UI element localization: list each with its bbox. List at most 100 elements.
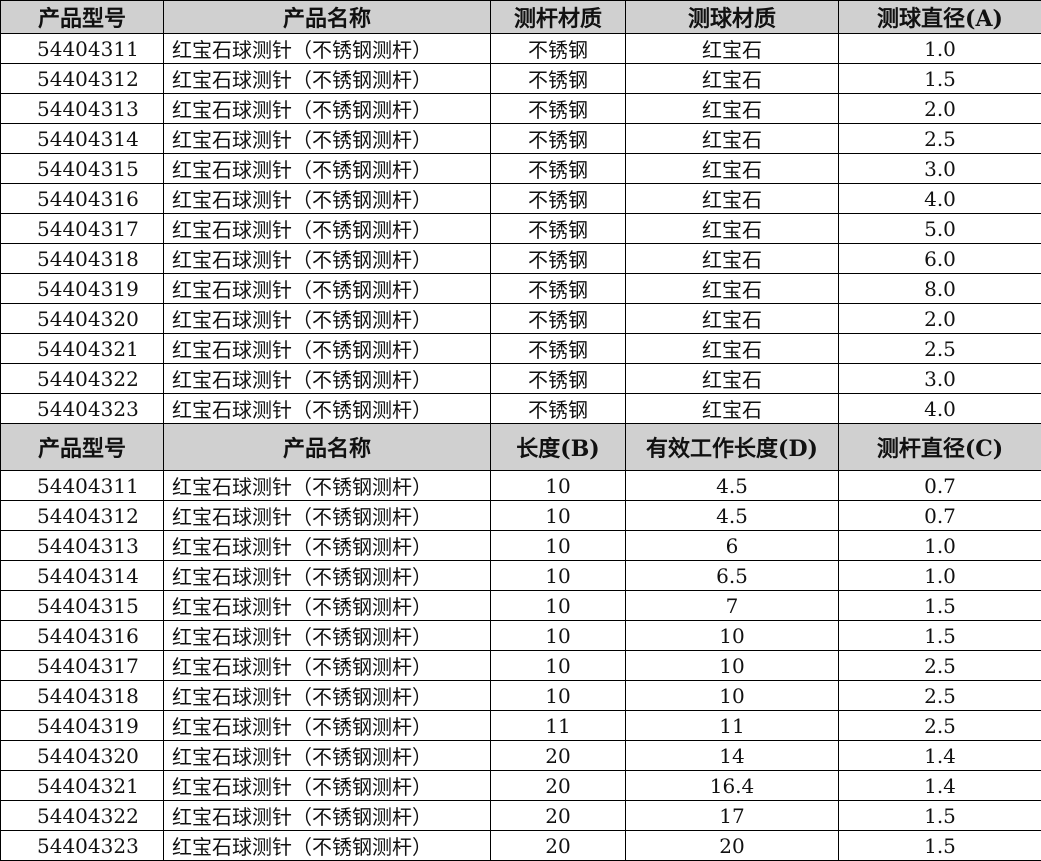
table-cell: 8.0: [839, 274, 1041, 304]
table-cell: 红宝石: [626, 64, 839, 94]
table-cell: 红宝石球测针（不锈钢测杆）: [164, 561, 491, 591]
table-cell: 11: [626, 711, 839, 741]
table-cell: 不锈钢: [491, 304, 626, 334]
table-cell: 不锈钢: [491, 244, 626, 274]
table-cell: 不锈钢: [491, 274, 626, 304]
table-cell: 红宝石: [626, 214, 839, 244]
table-cell: 6: [626, 531, 839, 561]
table-cell: 20: [491, 801, 626, 831]
table-cell: 红宝石: [626, 364, 839, 394]
table-cell: 54404319: [1, 711, 164, 741]
table-cell: 红宝石球测针（不锈钢测杆）: [164, 124, 491, 154]
column-header: 产品型号: [1, 1, 164, 34]
table-cell: 54404318: [1, 681, 164, 711]
table-cell: 20: [491, 741, 626, 771]
table-cell: 不锈钢: [491, 94, 626, 124]
column-header: 测杆材质: [491, 1, 626, 34]
table-cell: 0.7: [839, 501, 1041, 531]
table-cell: 红宝石球测针（不锈钢测杆）: [164, 34, 491, 64]
table-cell: 红宝石: [626, 124, 839, 154]
table-cell: 红宝石: [626, 394, 839, 424]
table-cell: 6.0: [839, 244, 1041, 274]
table-cell: 54404321: [1, 334, 164, 364]
column-header: 有效工作长度(D): [626, 424, 839, 471]
table-cell: 16.4: [626, 771, 839, 801]
table-cell: 不锈钢: [491, 154, 626, 184]
table-cell: 7: [626, 591, 839, 621]
table-cell: 54404322: [1, 801, 164, 831]
column-header: 测球材质: [626, 1, 839, 34]
table-cell: 6.5: [626, 561, 839, 591]
table-cell: 红宝石球测针（不锈钢测杆）: [164, 244, 491, 274]
table-cell: 4.0: [839, 184, 1041, 214]
table-cell: 4.5: [626, 471, 839, 501]
table-cell: 红宝石球测针（不锈钢测杆）: [164, 154, 491, 184]
table-cell: 红宝石球测针（不锈钢测杆）: [164, 94, 491, 124]
table-cell: 54404318: [1, 244, 164, 274]
table-cell: 2.5: [839, 124, 1041, 154]
table-cell: 54404319: [1, 274, 164, 304]
table-cell: 3.0: [839, 364, 1041, 394]
table-cell: 红宝石球测针（不锈钢测杆）: [164, 364, 491, 394]
table-cell: 红宝石: [626, 244, 839, 274]
column-header: 产品名称: [164, 424, 491, 471]
table-cell: 54404321: [1, 771, 164, 801]
column-header: 产品名称: [164, 1, 491, 34]
table-cell: 54404323: [1, 831, 164, 861]
table-cell: 4.0: [839, 394, 1041, 424]
table-cell: 4.5: [626, 501, 839, 531]
table-cell: 1.0: [839, 34, 1041, 64]
table-cell: 红宝石球测针（不锈钢测杆）: [164, 741, 491, 771]
table-cell: 1.5: [839, 831, 1041, 861]
table-cell: 10: [491, 561, 626, 591]
table-cell: 3.0: [839, 154, 1041, 184]
table-cell: 1.4: [839, 741, 1041, 771]
table-cell: 红宝石球测针（不锈钢测杆）: [164, 471, 491, 501]
table1-header-row: 产品型号产品名称测杆材质测球材质测球直径(A): [1, 1, 1041, 34]
table-cell: 20: [491, 771, 626, 801]
table-cell: 1.5: [839, 591, 1041, 621]
table-cell: 10: [626, 651, 839, 681]
column-header: 测球直径(A): [839, 1, 1041, 34]
table-cell: 红宝石球测针（不锈钢测杆）: [164, 831, 491, 861]
table-cell: 不锈钢: [491, 334, 626, 364]
table-cell: 2.0: [839, 94, 1041, 124]
table-cell: 红宝石: [626, 304, 839, 334]
table-cell: 红宝石球测针（不锈钢测杆）: [164, 334, 491, 364]
table-cell: 10: [491, 531, 626, 561]
table-cell: 0.7: [839, 471, 1041, 501]
table-cell: 红宝石: [626, 154, 839, 184]
table-cell: 54404315: [1, 591, 164, 621]
table-cell: 20: [626, 831, 839, 861]
table-cell: 红宝石球测针（不锈钢测杆）: [164, 681, 491, 711]
table-cell: 54404317: [1, 651, 164, 681]
table-cell: 不锈钢: [491, 364, 626, 394]
table-cell: 红宝石球测针（不锈钢测杆）: [164, 621, 491, 651]
table-cell: 红宝石: [626, 94, 839, 124]
table-cell: 2.5: [839, 651, 1041, 681]
table-cell: 不锈钢: [491, 124, 626, 154]
table-cell: 54404313: [1, 531, 164, 561]
table-cell: 不锈钢: [491, 34, 626, 64]
table-cell: 2.0: [839, 304, 1041, 334]
table-cell: 不锈钢: [491, 64, 626, 94]
table-cell: 54404311: [1, 34, 164, 64]
table-cell: 54404323: [1, 394, 164, 424]
table-cell: 2.5: [839, 681, 1041, 711]
table-cell: 红宝石球测针（不锈钢测杆）: [164, 591, 491, 621]
table-cell: 54404312: [1, 64, 164, 94]
